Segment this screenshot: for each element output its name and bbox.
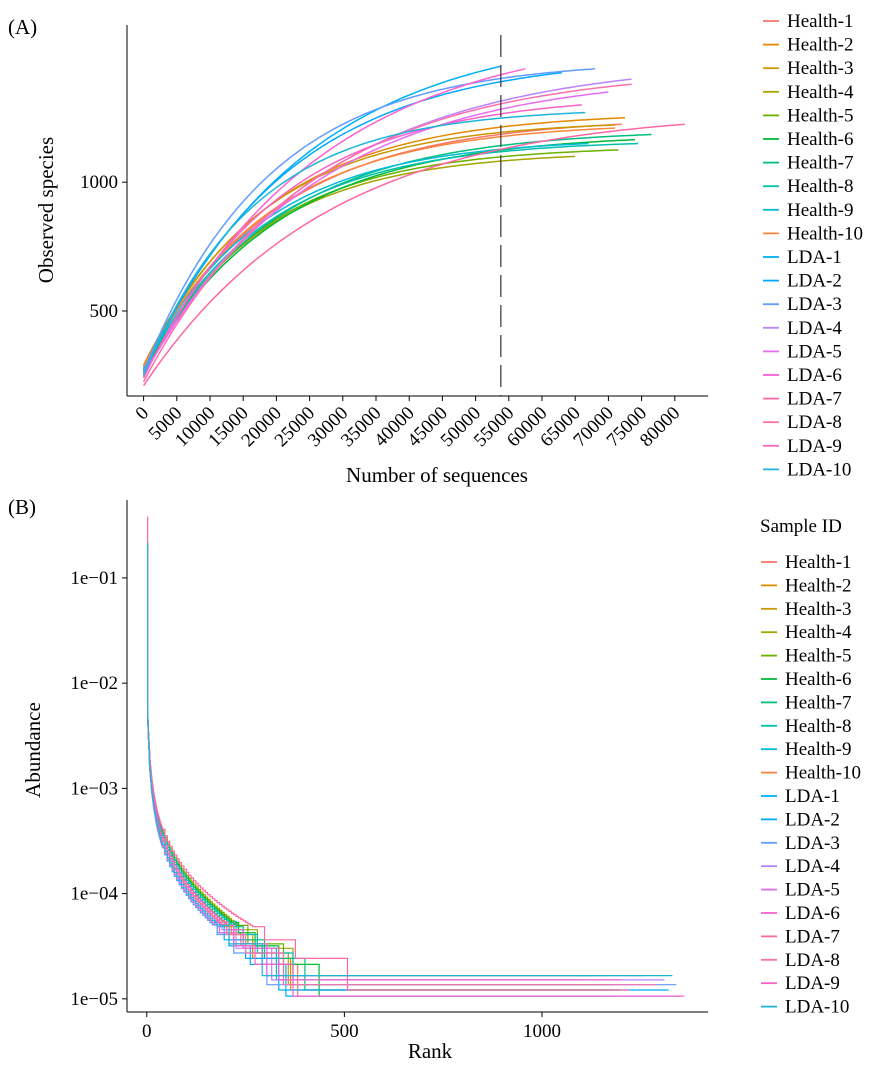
panel-a-y-ticks: 500 1000 <box>80 172 127 322</box>
panel-b-x-axis-title: Rank <box>408 1039 453 1063</box>
series-line-a-health-4 <box>142 155 576 375</box>
legend-label-b: Health-4 <box>785 622 852 643</box>
series-line-b-lda-9 <box>147 545 621 981</box>
legend-label-b: Health-5 <box>785 646 851 667</box>
legend-label-b: LDA-7 <box>785 926 840 947</box>
legend-label-b: LDA-8 <box>785 950 840 971</box>
legend-label-b: LDA-2 <box>785 809 840 830</box>
series-line-b-lda-6 <box>147 545 685 997</box>
legend-label-b: LDA-1 <box>785 786 840 807</box>
panel-b: (B) 0 500 1000 1e−01 1e−02 1e−03 1e−04 1e−05 R… <box>8 495 861 1063</box>
legend-label-a: LDA-3 <box>787 294 842 315</box>
legend-label-b: Health-8 <box>785 716 851 737</box>
series-line-a-health-2 <box>142 117 626 366</box>
series-line-a-lda-6 <box>142 68 526 378</box>
legend-label-a: Health-9 <box>787 200 853 221</box>
legend-label-a: LDA-1 <box>787 247 842 268</box>
legend-label-a: Health-3 <box>787 58 853 79</box>
y-tick-label-b: 1e−04 <box>70 884 118 905</box>
series-line-a-health-9 <box>142 142 589 369</box>
series-line-b-health-1 <box>147 545 602 997</box>
legend-label-b: LDA-6 <box>785 903 840 924</box>
legend-label-b: Health-3 <box>785 599 851 620</box>
legend-label-b: LDA-9 <box>785 973 840 994</box>
legend-label-a: LDA-5 <box>787 341 842 362</box>
legend-label-b: LDA-10 <box>785 997 849 1018</box>
series-line-a-health-1 <box>142 123 622 367</box>
series-line-a-lda-8 <box>142 83 632 383</box>
series-line-b-lda-10 <box>147 543 673 977</box>
panel-b-x-ticks: 0 500 1000 <box>142 1012 561 1042</box>
panel-a-label: (A) <box>8 15 37 39</box>
series-line-a-lda-4 <box>142 78 632 375</box>
legend-label-b: LDA-3 <box>785 833 840 854</box>
y-tick-label-a: 500 <box>90 301 119 322</box>
legend-label-a: Health-8 <box>787 176 853 197</box>
y-tick-label-b: 1e−01 <box>70 568 118 589</box>
y-tick-label-b: 1e−03 <box>70 778 118 799</box>
panel-b-series-group <box>147 516 685 997</box>
y-tick-label-b: 1e−05 <box>70 989 118 1010</box>
legend-label-a: Health-4 <box>787 82 854 103</box>
legend-label-b: Health-1 <box>785 552 851 573</box>
series-line-a-lda-1 <box>142 65 501 371</box>
panel-b-legend-title: Sample ID <box>760 516 842 537</box>
x-tick-label-a: 0 <box>132 403 154 425</box>
legend-label-a: Health-6 <box>787 129 853 150</box>
legend-label-a: Health-10 <box>787 223 863 244</box>
legend-label-a: LDA-6 <box>787 365 842 386</box>
legend-label-b: LDA-5 <box>785 880 840 901</box>
legend-label-a: LDA-4 <box>787 318 842 339</box>
series-line-a-lda-3 <box>142 68 596 372</box>
legend-label-a: Health-2 <box>787 35 853 56</box>
panel-a-x-axis-title: Number of sequences <box>346 463 528 487</box>
x-tick-label-b: 1000 <box>523 1021 561 1042</box>
legend-label-a: Health-1 <box>787 11 853 32</box>
legend-label-a: LDA-2 <box>787 271 842 292</box>
legend-label-a: LDA-8 <box>787 412 842 433</box>
legend-label-a: Health-5 <box>787 105 853 126</box>
x-tick-label-b: 0 <box>142 1021 152 1042</box>
panel-a-y-axis-title: Observed species <box>34 137 58 283</box>
legend-label-b: Health-7 <box>785 692 851 713</box>
series-line-a-lda-7 <box>142 123 685 387</box>
panel-a: (A) 050001000015000200002500030000350004… <box>8 11 863 487</box>
panel-b-label: (B) <box>8 495 36 519</box>
series-line-b-health-7 <box>147 550 621 991</box>
series-line-a-health-3 <box>142 124 616 370</box>
panel-a-x-ticks: 0500010000150002000025000300003500040000… <box>132 396 684 451</box>
series-line-a-lda-9 <box>142 104 582 379</box>
legend-label-b: LDA-4 <box>785 856 840 877</box>
legend-label-a: LDA-7 <box>787 389 842 410</box>
series-line-a-lda-5 <box>142 91 609 376</box>
panel-b-y-ticks: 1e−01 1e−02 1e−03 1e−04 1e−05 <box>70 568 127 1010</box>
legend-label-b: Health-10 <box>785 763 861 784</box>
legend-label-a: LDA-9 <box>787 436 842 457</box>
series-line-a-lda-10 <box>142 111 586 376</box>
legend-label-b: Health-9 <box>785 739 851 760</box>
legend-label-a: LDA-10 <box>787 459 851 480</box>
y-tick-label-b: 1e−02 <box>70 673 118 694</box>
legend-label-b: Health-2 <box>785 575 851 596</box>
legend-label-b: Health-6 <box>785 669 851 690</box>
panel-b-y-axis-title: Abundance <box>21 702 45 798</box>
y-tick-label-a: 1000 <box>80 172 118 193</box>
series-line-b-health-4 <box>147 558 574 981</box>
series-line-b-lda-7 <box>147 516 629 991</box>
x-tick-label-b: 500 <box>330 1021 359 1042</box>
panel-a-series-group <box>142 65 685 387</box>
legend-label-a: Health-7 <box>787 153 853 174</box>
